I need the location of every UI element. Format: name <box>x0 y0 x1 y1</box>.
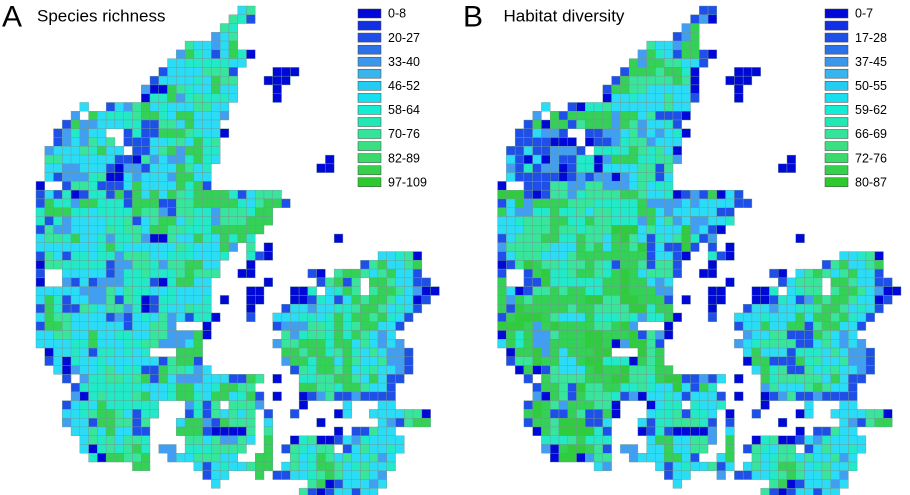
svg-text:0-7: 0-7 <box>855 7 873 21</box>
svg-text:20-27: 20-27 <box>388 31 420 45</box>
svg-text:B: B <box>463 1 483 34</box>
svg-text:70-76: 70-76 <box>388 127 420 141</box>
svg-text:97-109: 97-109 <box>388 175 427 189</box>
svg-text:Habitat diversity: Habitat diversity <box>504 6 625 25</box>
svg-text:46-52: 46-52 <box>388 79 420 93</box>
svg-text:72-76: 72-76 <box>855 151 887 165</box>
svg-text:58-64: 58-64 <box>388 103 420 117</box>
svg-text:50-55: 50-55 <box>855 79 887 93</box>
svg-text:66-69: 66-69 <box>855 127 887 141</box>
svg-text:80-87: 80-87 <box>855 175 887 189</box>
svg-text:33-40: 33-40 <box>388 55 420 69</box>
svg-text:17-28: 17-28 <box>855 31 887 45</box>
svg-text:Species richness: Species richness <box>37 6 166 25</box>
svg-text:A: A <box>2 1 22 34</box>
svg-text:59-62: 59-62 <box>855 103 887 117</box>
svg-text:0-8: 0-8 <box>388 7 406 21</box>
svg-text:37-45: 37-45 <box>855 55 887 69</box>
svg-text:82-89: 82-89 <box>388 151 420 165</box>
